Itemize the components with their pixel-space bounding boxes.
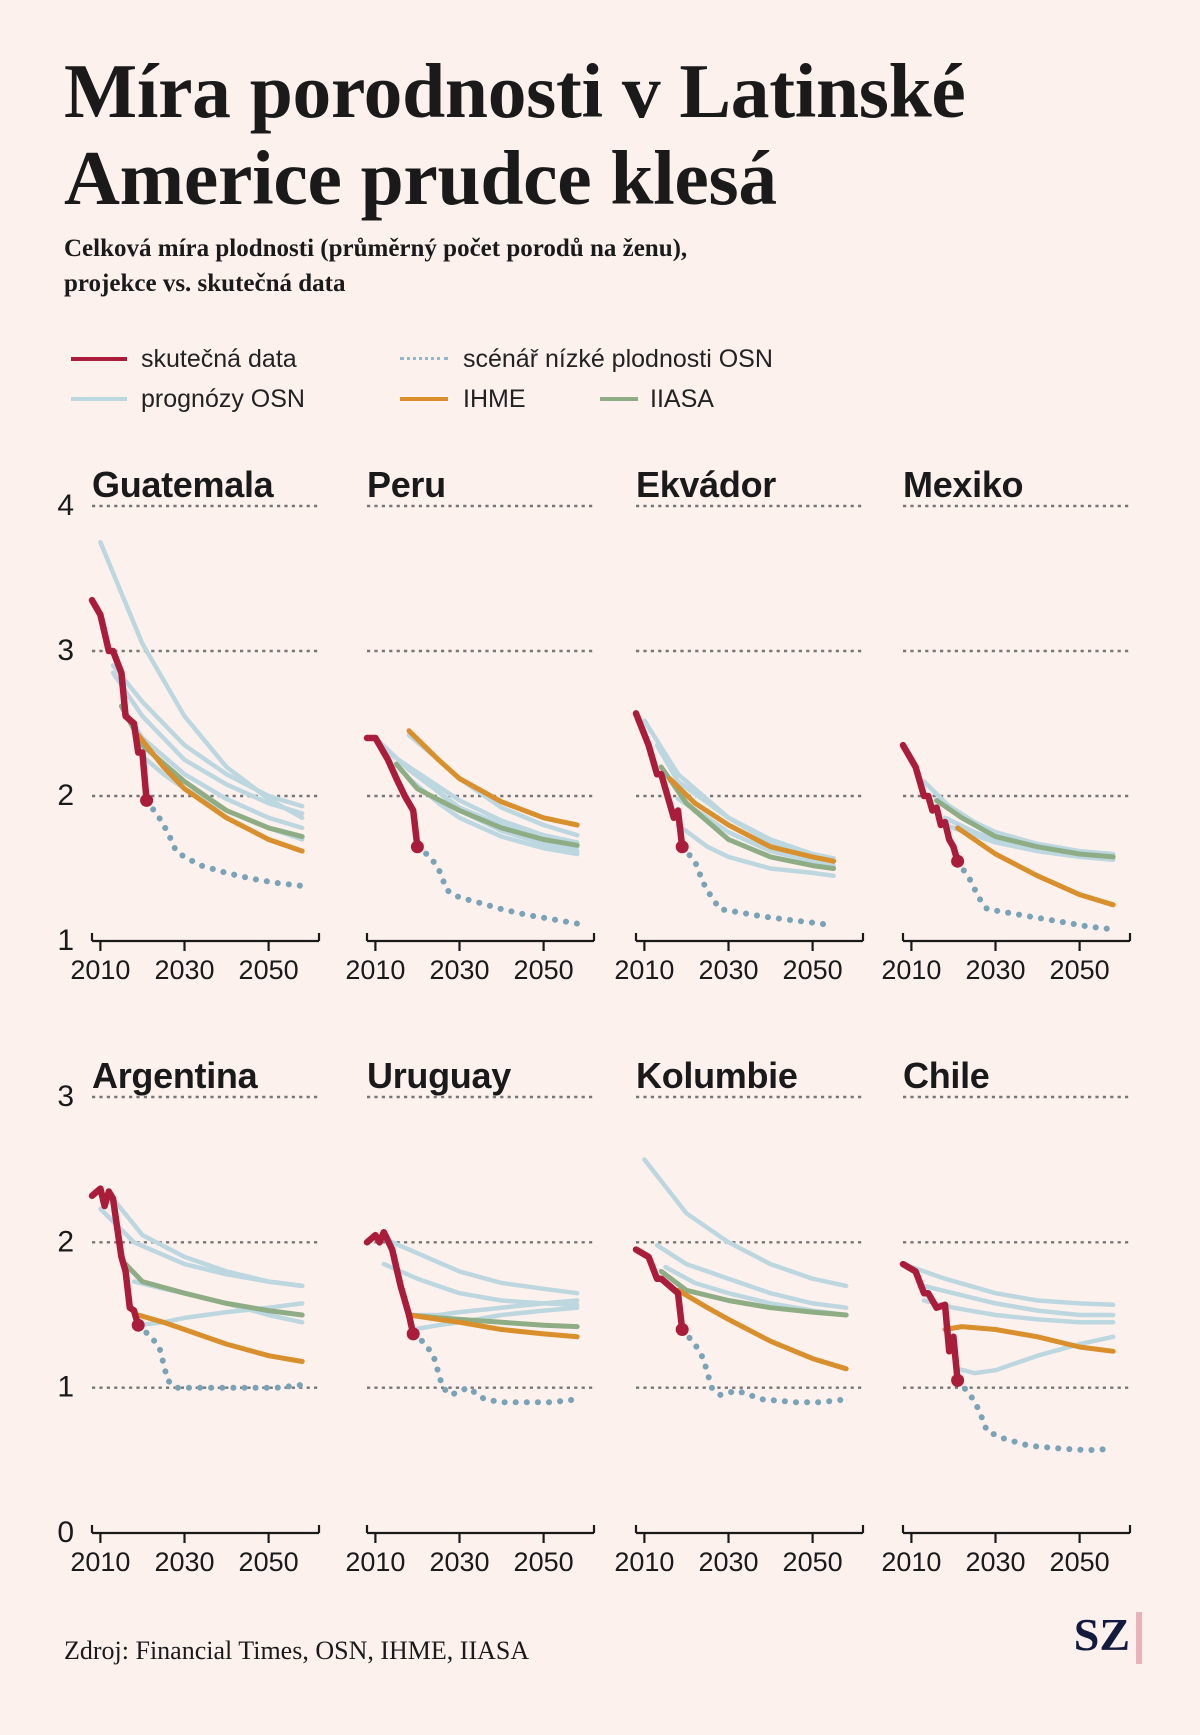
svg-text:4: 4 — [57, 489, 74, 522]
svg-text:3: 3 — [57, 1080, 74, 1113]
svg-text:1: 1 — [57, 1371, 74, 1404]
svg-text:3: 3 — [57, 634, 74, 667]
svg-text:2: 2 — [57, 1225, 74, 1258]
svg-text:1: 1 — [57, 924, 74, 957]
svg-text:0: 0 — [57, 1516, 74, 1549]
svg-text:2: 2 — [57, 779, 74, 812]
